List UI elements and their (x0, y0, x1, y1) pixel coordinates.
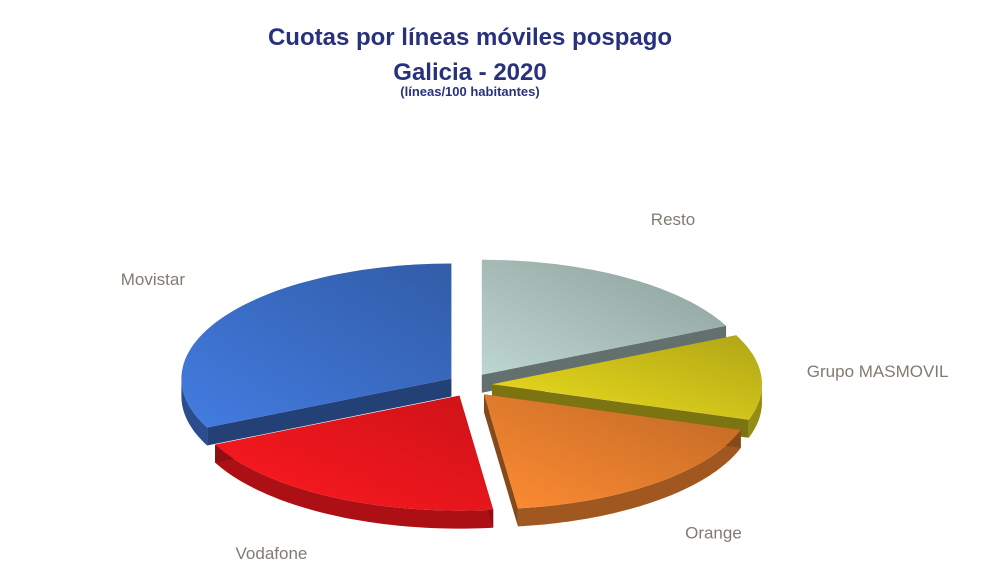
chart-title-line2: Galicia - 2020 (393, 59, 547, 86)
pie-slice-grupo-masmovil[interactable] (492, 335, 762, 420)
pie-label-vodafone: Vodafone (236, 544, 308, 563)
pie-label-resto: Resto (651, 210, 695, 229)
chart-titles: Cuotas por líneas móviles pospago Galici… (170, 20, 770, 100)
pie-label-movistar: Movistar (121, 270, 186, 289)
chart-subtitle: (líneas/100 habitantes) (400, 84, 540, 99)
pie-side-grupo-masmovil (748, 382, 762, 438)
pie-slice-movistar[interactable] (181, 263, 452, 428)
pie-slice-orange[interactable] (484, 394, 741, 509)
pie-cut-orange-0 (484, 394, 518, 527)
pie-label-grupo-masmovil: Grupo MASMOVIL (807, 362, 949, 381)
pie-side-movistar (181, 379, 208, 446)
chart-title-line1: Cuotas por líneas móviles pospago (267, 24, 673, 51)
pie-cut-movistar-1 (207, 378, 452, 446)
pie-side-vodafone (215, 444, 494, 529)
pie-slice-vodafone[interactable] (215, 395, 494, 511)
pie-side-orange (517, 429, 741, 527)
pie-slice-resto[interactable] (481, 259, 727, 375)
pie-label-orange: Orange (685, 524, 742, 543)
